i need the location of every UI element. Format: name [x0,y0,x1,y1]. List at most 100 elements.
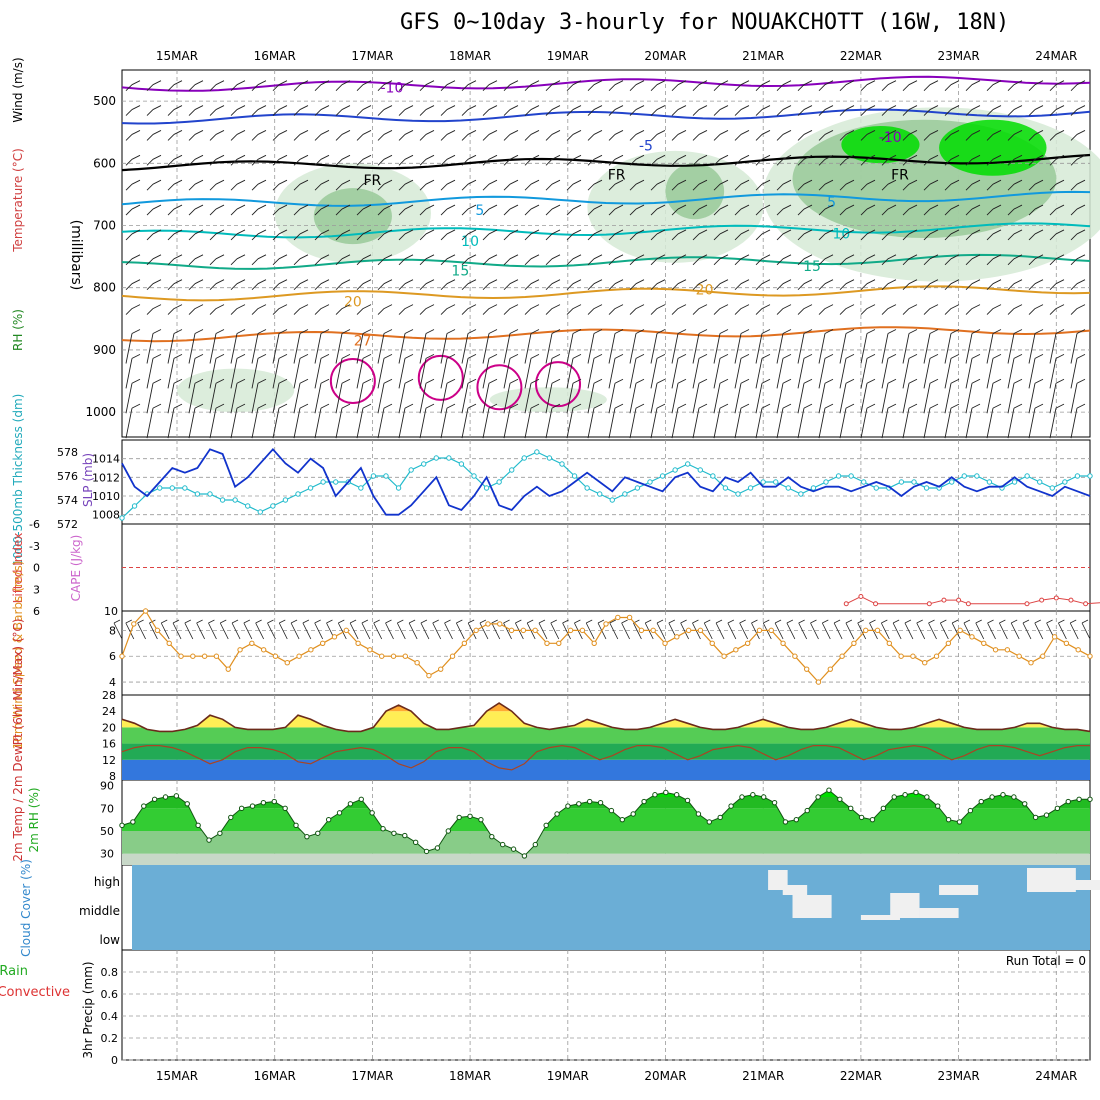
rh-series-point [1032,814,1039,821]
wind-barb [251,179,267,191]
wind-barb-10m [503,619,512,640]
wind-barb-10m [928,619,937,640]
wind-barb [503,179,519,191]
ylabel-cloud: Cloud Cover (%) [19,859,33,957]
wind-barb [860,403,876,439]
ylabel-thickness: 1000-500mb Thickness (dm) [11,394,25,567]
wind-barb [419,329,435,364]
wind-barb-10m [455,619,465,640]
wind-barb [650,204,666,216]
wind-barb [167,353,183,389]
dewpoint-series [121,744,1090,771]
wind-barb [839,304,855,315]
date-tick-top: 15MAR [156,49,198,63]
isotherm-label: 15 [803,259,821,275]
wind-barb [356,329,372,364]
wind-barb [650,179,666,191]
isotherm-label: 15 [451,263,469,279]
wind-barb [1049,254,1065,266]
ylabel-slp: SLP (mb) [81,453,95,507]
wind-barb [398,279,414,291]
rh-series-point [717,814,723,821]
wind-barb [818,403,834,439]
wind-barb-10m [1022,619,1032,640]
wind-barb [209,179,225,191]
wind-barb [482,353,498,389]
wind-barb [797,279,813,291]
wind-barb-10m [255,619,265,640]
wind-barb [545,105,561,116]
wind-barb [167,179,183,191]
wind-barb-10m [680,619,689,640]
wind-barb [503,204,519,216]
rh-series-point [543,822,549,829]
wind-barb [986,130,1002,141]
wind-barb [1007,105,1023,116]
wind-barb [650,378,666,414]
wind-barb [1049,403,1065,439]
wind-speed-series-point [319,640,326,647]
wind-barb [335,204,351,216]
wind-barb [776,403,792,439]
wind-barb [272,329,288,364]
wind-speed-series-point [662,640,668,647]
wind-barb [503,304,519,315]
wind-speed-series-point [638,627,645,634]
wind-speed-series-point [744,640,751,647]
wind-barb [419,304,435,315]
wind-barb [587,80,603,91]
rh-series-point [336,810,343,816]
rh-series-point [750,792,756,798]
wind-speed-series-point [154,627,161,634]
wind-barb [1070,254,1086,266]
thickness-series-point [949,479,955,485]
date-tick-top: 22MAR [840,49,882,63]
wind-barb [671,229,687,241]
wind-barb [146,279,162,291]
wind-barb [461,403,477,439]
wind-speed-series-point [768,627,774,634]
wind-barb [251,403,267,439]
wind-speed-series-point [556,640,562,647]
wind-barb [839,204,855,216]
thickness-series-point [1074,473,1081,479]
cape-series [845,595,1100,605]
wind-barb [503,279,519,291]
rh-series-point [858,814,865,821]
thickness-tick-label: 578 [57,446,78,459]
wind-barb [986,378,1002,414]
wind-barb [503,403,519,439]
ylabel-rh: RH (%) [11,309,25,351]
wind-barb [797,304,813,315]
wind-barb [482,204,498,216]
wind-barb [272,254,288,266]
rh-series-point [1022,801,1028,807]
wind-barb [713,179,729,191]
wind-barb [251,154,267,166]
rh-series-point [456,814,462,821]
wind-speed-series-point [1051,634,1058,640]
wind-barb [377,130,393,141]
wind-barb [713,105,729,116]
wind-barb [461,304,477,315]
isotherm-warm-loop [535,361,582,408]
wind-barb [734,378,750,414]
wind-barb [251,254,267,266]
wind-barb [881,403,897,439]
rh-series-point [391,830,397,836]
wind-barb [125,229,141,241]
wind-barb [650,279,666,291]
rh-series-point [293,822,299,829]
wind-barb-10m [987,619,996,640]
wind-barb [713,229,729,241]
wind-barb [146,154,162,166]
wind-speed-series-point [225,666,231,672]
wind-barb [629,105,645,116]
wind-barb [1007,403,1023,439]
wind-barb [944,403,960,439]
wind-barb-10m [302,619,312,640]
wind-barb [230,130,246,141]
wind-barb [377,179,393,191]
rh-series-point [489,833,495,840]
ylabel-temperature: Temperature (°C) [11,148,25,253]
